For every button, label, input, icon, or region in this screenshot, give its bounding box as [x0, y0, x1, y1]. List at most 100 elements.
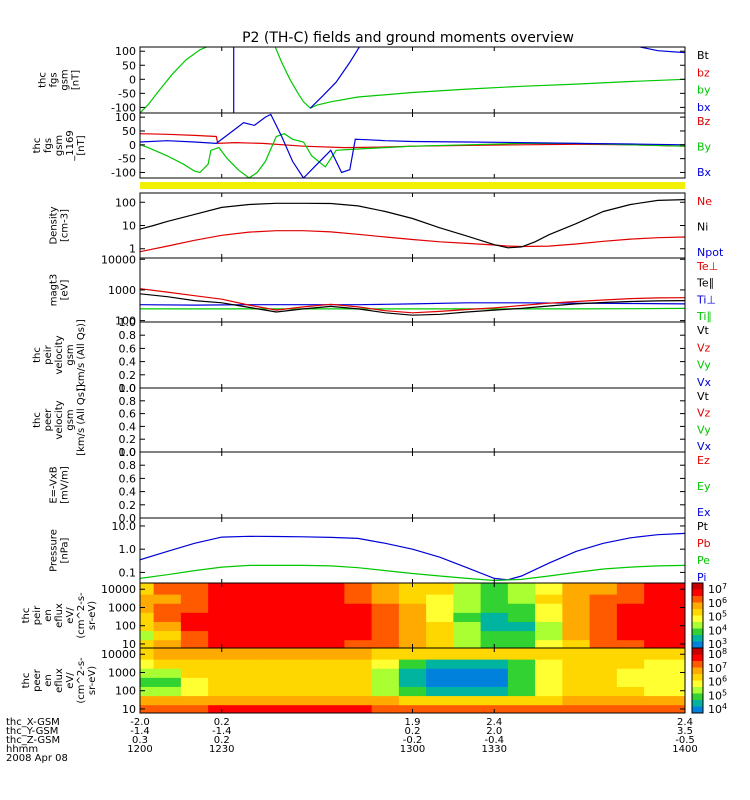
heatmap-cell: [208, 668, 236, 678]
heatmap-cell: [208, 639, 236, 648]
legend-fgs: Bt bz by bx: [697, 49, 711, 114]
heatmap-cell: [589, 603, 618, 613]
heatmap-cell: [344, 668, 373, 678]
y-tick-label: 0.0: [119, 446, 137, 459]
y-axis-label: thc peer velocity gsm [km/s (All Qs)]: [32, 384, 87, 456]
y-axis-label-line: peir: [32, 605, 43, 625]
y-axis-label-line: thc: [21, 608, 32, 624]
heatmap-cell: [235, 648, 264, 660]
heatmap-cell: [453, 695, 482, 706]
heatmap-cell: [426, 648, 454, 660]
heatmap-cell: [480, 583, 509, 595]
heatmap-cell: [671, 583, 685, 595]
heatmap-cell: [371, 630, 400, 641]
heatmap-cell: [344, 704, 373, 713]
colorbar-swatch: [692, 622, 703, 629]
legend-entry-ex: Ex: [697, 506, 711, 519]
heatmap-cell: [317, 668, 345, 678]
heatmap-cell: [671, 621, 685, 632]
colorbar-swatch: [692, 596, 703, 603]
y-tick-label: 0: [129, 139, 136, 152]
panel-frame: [139, 112, 686, 179]
colorbar-label: 105: [708, 610, 727, 624]
heatmap-cell: [180, 668, 209, 678]
heatmap-cell: [153, 583, 182, 595]
heatmap-cell: [262, 630, 291, 641]
heatmap-cell: [398, 695, 427, 706]
status-bar: [140, 182, 685, 189]
legend-entry-ti: Ti∥: [696, 310, 712, 323]
heatmap-cell: [507, 621, 536, 632]
x-axis-row-value: 1300: [400, 744, 425, 755]
heatmap-cell: [140, 603, 155, 613]
heatmap-cell: [153, 594, 182, 604]
colorbar-label: 104: [708, 702, 727, 716]
legend-temperature: Te⊥ Te∥ Ti⊥ Ti∥: [696, 260, 718, 323]
y-axis-label-line: thc: [38, 72, 49, 88]
y-axis-label-line: thc: [32, 412, 43, 428]
x-axis-row-value: 1200: [127, 744, 152, 755]
colorbar-swatch: [692, 674, 703, 681]
y-axis-label-line: [cm-3]: [60, 209, 71, 242]
y-tick-label: 100: [115, 111, 136, 124]
heatmap-cell: [235, 668, 264, 678]
heatmap-cell: [235, 659, 264, 669]
heatmap-cell: [507, 603, 536, 613]
y-axis-label: Pressure [nPa]: [49, 529, 71, 572]
legend-entry-ne: Ne: [697, 195, 712, 208]
colorbar-swatch: [692, 615, 703, 623]
y-tick-label: 1.0: [119, 543, 137, 556]
heatmap-cell: [153, 695, 182, 706]
heatmap-cell: [671, 639, 685, 648]
heatmap-cell: [180, 704, 209, 713]
y-axis-label-line: velocity: [54, 400, 65, 439]
heatmap-cell: [671, 603, 685, 613]
x-axis-date: 2008 Apr 08: [6, 753, 68, 764]
heatmap-cell: [262, 677, 291, 687]
heatmap-cell: [480, 686, 509, 697]
series-line-pe: [140, 564, 685, 582]
colorbar-label: 108: [708, 647, 727, 661]
heatmap-cell: [289, 594, 318, 604]
heatmap-cell: [235, 583, 264, 595]
series-line-pi: [140, 532, 685, 581]
heatmap-cell: [153, 668, 182, 678]
heatmap-cell: [153, 659, 182, 669]
heatmap-cell: [616, 704, 645, 713]
heatmap-cell: [562, 630, 591, 641]
y-tick-label: 100: [115, 685, 136, 698]
heatmap-cell: [180, 583, 209, 595]
x-axis-row-value: 1.9: [405, 717, 421, 728]
heatmap-cell: [426, 677, 454, 687]
heatmap-cell: [262, 695, 291, 706]
heatmap-cell: [453, 583, 482, 595]
y-axis-label: thc peir en eflux eV/(cm^2-s-sr-eV): [21, 592, 98, 639]
heatmap-cell: [426, 704, 454, 713]
heatmap-cell: [371, 594, 400, 604]
heatmap-cell: [453, 704, 482, 713]
heatmap-cell: [644, 603, 672, 613]
heatmap-cell: [289, 639, 318, 648]
heatmap-cell: [289, 695, 318, 706]
heatmap-cell: [644, 677, 672, 687]
heatmap-cell: [616, 668, 645, 678]
heatmap-cell: [644, 630, 672, 641]
y-tick-label: 1000: [108, 601, 136, 614]
legend-peer-velocity: Vt Vz Vy Vx: [697, 390, 712, 453]
heatmap-cell: [535, 639, 563, 648]
series-line-by: [274, 47, 685, 109]
heatmap-cell: [507, 583, 536, 595]
colorbar-swatch: [692, 687, 703, 694]
y-tick-label: 1000: [108, 284, 136, 297]
heatmap-cell: [671, 648, 685, 660]
heatmap-cell: [371, 668, 400, 678]
colorbar-label: 106: [708, 675, 727, 689]
heatmap-cell: [398, 704, 427, 713]
heatmap-cell: [289, 583, 318, 595]
x-axis-row-value: -0.2: [403, 735, 423, 746]
y-axis-label-line: _1169: [65, 130, 76, 161]
